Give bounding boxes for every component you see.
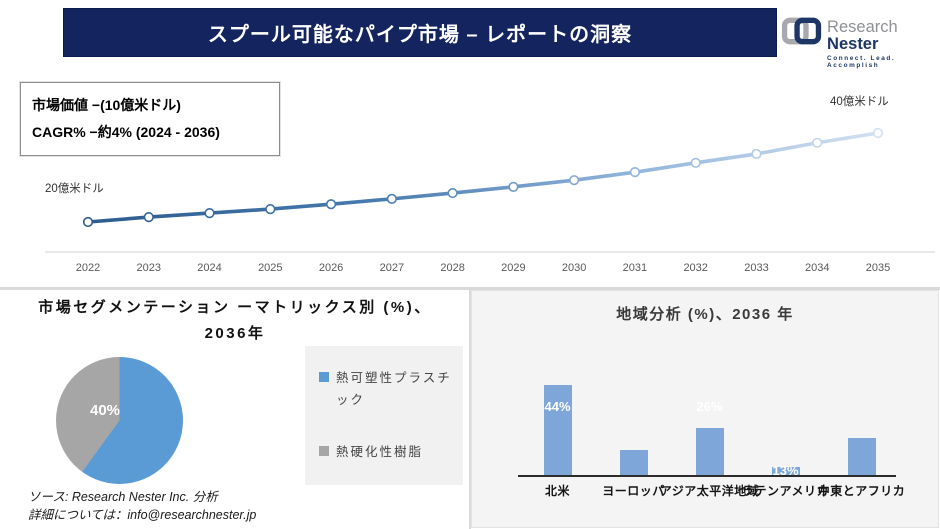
data-point-marker [569, 175, 580, 186]
bar-1 [543, 385, 572, 475]
data-point-marker [143, 212, 154, 223]
data-point-marker [690, 157, 701, 168]
pie-legend: 熱可塑性プラスチック 熱硬化性樹脂 [305, 346, 463, 485]
bar-category-label: ラテンアメリカ [742, 484, 829, 498]
x-axis-year-label: 2034 [805, 262, 829, 274]
interlocked-squares-logo-icon [781, 17, 822, 45]
segmentation-pie-chart: 40% [56, 357, 183, 484]
vertical-divider [469, 290, 471, 529]
data-point-marker [629, 167, 641, 178]
horizontal-divider [0, 287, 940, 290]
bar-chart-title: 地域分析 (%)、2036 年 [616, 306, 794, 323]
line-chart-start-value-label: 20億米ドル [45, 183, 104, 195]
x-axis-year-label: 2027 [380, 262, 404, 274]
line-chart-end-value-label: 40億米ドル [830, 96, 889, 108]
page-title: スプール可能なパイプ市場 – レポートの洞察 [207, 24, 633, 46]
cagr-line: CAGR% −約4% (2024 - 2036) [32, 124, 220, 140]
bar-category-label: ヨーロッパ [602, 484, 665, 498]
legend-item-thermoset: 熱硬化性樹脂 [319, 442, 454, 464]
pie-chart-title-line2: 2036年 [204, 325, 266, 342]
legend-label-thermoset: 熱硬化性樹脂 [336, 445, 424, 459]
legend-swatch-gray-icon [319, 446, 329, 456]
research-nester-logo: Research Nester Connect. Lead. Accomplis… [781, 10, 940, 69]
x-axis-year-label: 2033 [744, 262, 768, 274]
x-axis-year-label: 2030 [562, 262, 586, 274]
market-value-info-box: 市場価値 −(10億米ドル) CAGR% −約4% (2024 - 2036) [19, 81, 281, 157]
bar-5 [847, 438, 876, 475]
data-point-marker [812, 137, 823, 148]
bar-category-label: 北米 [544, 484, 570, 498]
bar-value-label: 13% [772, 463, 799, 478]
bar-chart-x-axis [518, 475, 896, 477]
logo-tagline: Connect. Lead. Accomplish [827, 55, 896, 69]
bar-3 [695, 428, 724, 475]
x-axis-year-label: 2022 [76, 262, 100, 274]
contact-line: 詳細については：info@researchnester.jp [28, 507, 257, 522]
data-point-marker [872, 127, 884, 139]
x-axis-year-label: 2032 [683, 262, 707, 274]
bar-category-label: アジア太平洋地域 [659, 484, 760, 498]
data-point-marker [265, 203, 276, 215]
data-point-marker [82, 216, 94, 228]
x-axis-year-label: 2023 [137, 262, 161, 274]
bar-4 [771, 467, 800, 475]
bar-category-label: 中東とアフリカ [817, 484, 906, 498]
data-point-marker [751, 148, 762, 160]
title-banner: スプール可能なパイプ市場 – レポートの洞察 [63, 8, 777, 57]
x-axis-year-label: 2035 [866, 262, 890, 274]
pie-slice-label: 40% [89, 402, 121, 419]
source-note: ソース: Research Nester Inc. 分析 詳細については：inf… [28, 489, 256, 524]
market-value-line: 市場価値 −(10億米ドル) [32, 96, 181, 113]
legend-item-thermoplastic: 熱可塑性プラスチック [319, 368, 454, 412]
legend-label-thermoplastic: 熱可塑性プラスチック [336, 371, 452, 407]
bar-value-label: 44% [544, 399, 571, 414]
logo-word-nester: Nester [827, 34, 879, 53]
legend-swatch-blue-icon [319, 372, 329, 382]
data-point-marker [447, 187, 458, 199]
bar-value-label: 26% [696, 399, 723, 414]
x-axis-year-label: 2025 [258, 262, 282, 274]
regional-analysis-panel: 地域分析 (%)、2036 年 44% 北米 ヨーロッパ 26% アジア太平洋地域 13%… [471, 290, 939, 528]
x-axis-year-label: 2029 [501, 262, 525, 274]
data-point-marker [204, 208, 215, 219]
x-axis-year-label: 2028 [440, 262, 464, 274]
x-axis-year-label: 2024 [197, 262, 221, 274]
x-axis-year-label: 2026 [319, 262, 343, 274]
data-point-marker [386, 193, 397, 204]
x-axis-year-label: 2031 [623, 262, 647, 274]
data-point-marker [508, 181, 519, 192]
source-line: ソース: Research Nester Inc. 分析 [28, 490, 218, 504]
logo-text: Research Nester Connect. Lead. Accomplis… [827, 19, 940, 69]
data-point-marker [325, 199, 337, 210]
pie-chart-title-line1: 市場セグメンテーション ーマトリックス別 (%)、 [38, 299, 432, 316]
bar-2 [619, 450, 648, 475]
logo-word-research: Research [827, 18, 898, 36]
